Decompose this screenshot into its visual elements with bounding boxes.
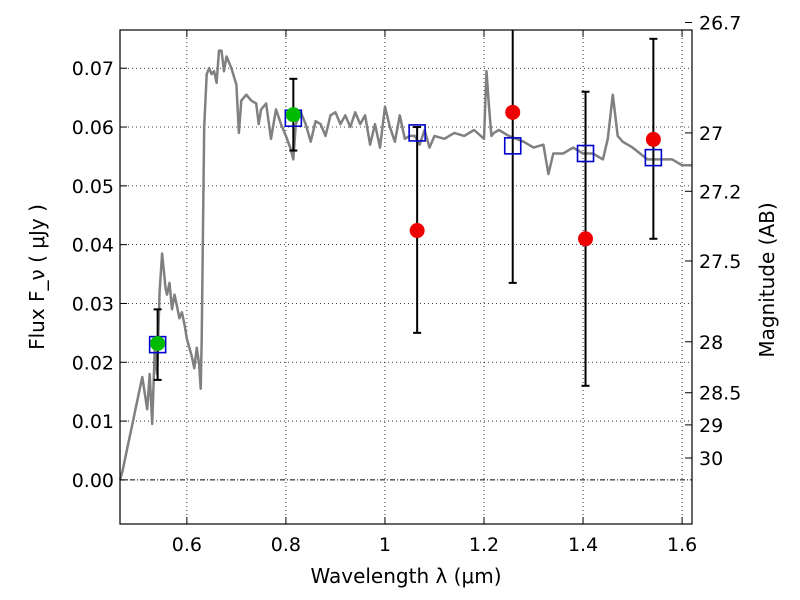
observed-point — [578, 231, 594, 247]
y-tick-label: 0.03 — [72, 293, 114, 315]
y2-tick-label: 27.2 — [699, 181, 741, 203]
model-point-square — [576, 144, 595, 163]
y2-tick-label: 29 — [699, 415, 723, 437]
y-axis-label: Flux F_ν ( μJy ) — [25, 204, 49, 350]
axes-frame — [119, 29, 693, 525]
x-tick-label: 1.6 — [667, 534, 697, 556]
y2-axis-label: Magnitude (AB) — [755, 202, 779, 357]
y-tick-label: 0.05 — [72, 176, 114, 198]
y-tick-label: 0.06 — [72, 117, 114, 139]
y-tick-label: 0.01 — [72, 411, 114, 433]
x-tick-label: 1 — [379, 534, 391, 556]
x-tick-label: 1.4 — [568, 534, 598, 556]
ticks: 0.6 0.8 1 1.2 1.4 1.6 0.00 0.01 0.02 0.03 0.04 0.05… — [72, 12, 742, 556]
y2-tick-label: 28.5 — [699, 383, 741, 405]
observed-point — [285, 107, 301, 123]
y2-tick-label: 27 — [699, 123, 723, 145]
model-point-square — [503, 137, 522, 155]
y-tick-label: 0.07 — [72, 58, 114, 80]
y-tick-label: 0.04 — [72, 235, 114, 257]
series — [118, 30, 692, 481]
observed-point — [150, 335, 166, 351]
observed-point — [505, 104, 521, 120]
observed-point — [409, 223, 425, 239]
y2-tick-label: 28 — [699, 332, 723, 354]
x-tick-label: 1.2 — [469, 534, 499, 556]
observed-point — [645, 131, 661, 147]
labels: Wavelength λ (μm) Flux F_ν ( μJy ) Magni… — [25, 202, 779, 588]
y2-tick-label: 26.7 — [699, 12, 741, 34]
y-tick-label: 0.00 — [72, 470, 114, 492]
x-tick-label: 0.8 — [271, 534, 301, 556]
y2-tick-label: 27.5 — [699, 251, 741, 273]
template-spectrum-line — [118, 49, 692, 481]
grid — [120, 30, 692, 524]
x-axis-label: Wavelength λ (μm) — [310, 564, 501, 588]
model-point-square — [644, 148, 663, 167]
x-tick-label: 0.6 — [172, 534, 202, 556]
model-point-square — [408, 124, 426, 142]
y-tick-label: 0.02 — [72, 352, 114, 374]
y2-tick-label: 30 — [699, 448, 723, 470]
